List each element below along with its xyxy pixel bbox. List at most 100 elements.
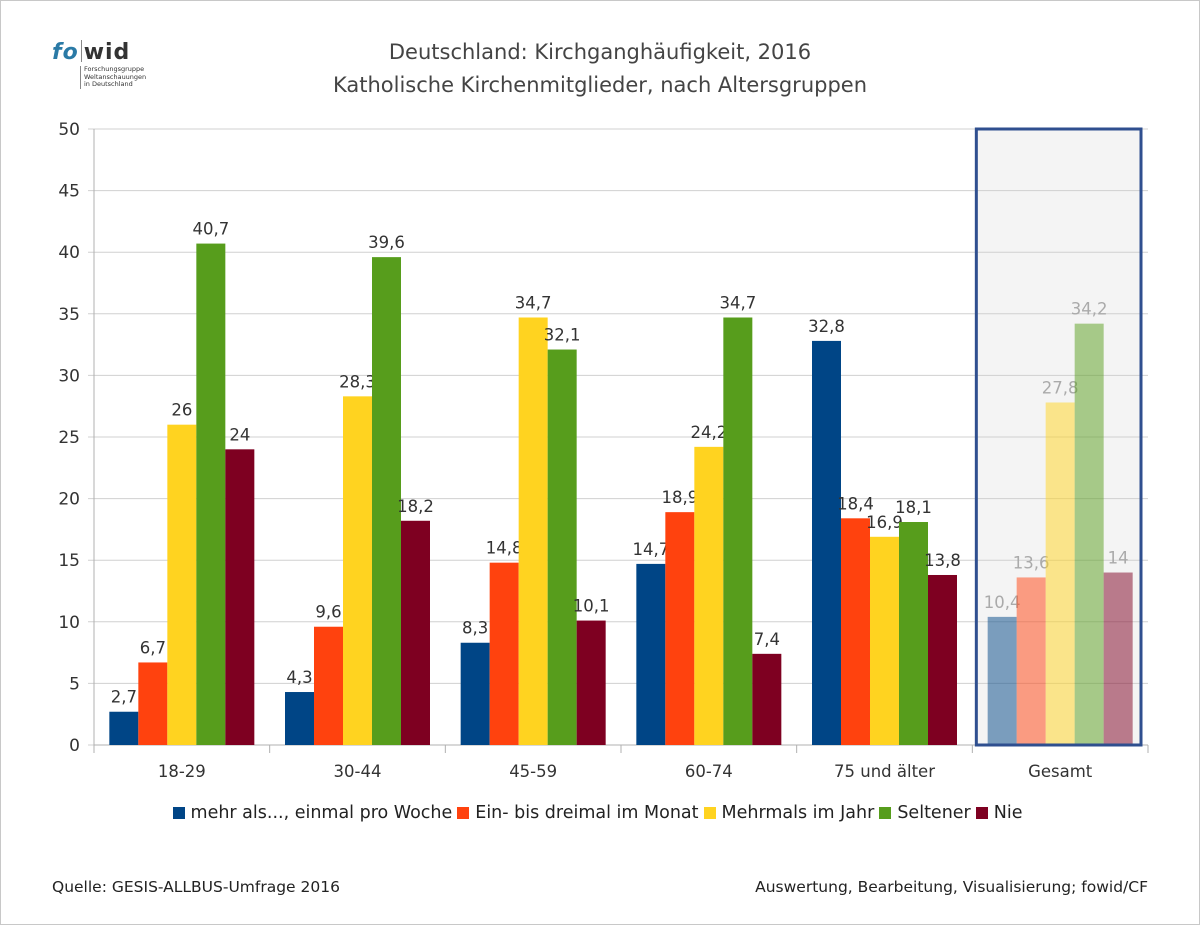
bar xyxy=(576,620,606,745)
y-tick-label: 30 xyxy=(58,366,80,386)
y-tick-label: 40 xyxy=(58,243,80,263)
bar xyxy=(1016,577,1046,745)
bar xyxy=(899,522,928,745)
highlight-border xyxy=(974,127,1143,747)
data-label: 18,9 xyxy=(661,488,698,507)
bar xyxy=(723,317,753,745)
chart-title: Deutschland: Kirchganghäufigkeit, 2016 xyxy=(388,40,812,64)
bar xyxy=(460,642,490,745)
data-label: 18,4 xyxy=(837,494,874,513)
y-tick-label: 10 xyxy=(58,613,80,633)
data-label: 28,3 xyxy=(339,372,376,391)
y-tick-label: 25 xyxy=(58,428,80,448)
legend-item: Nie xyxy=(975,803,1023,823)
data-label: 32,1 xyxy=(544,326,581,345)
data-label: 40,7 xyxy=(192,220,229,239)
bar xyxy=(285,692,314,745)
data-label: 7,4 xyxy=(754,630,780,649)
data-label: 39,6 xyxy=(368,233,405,252)
legend-swatch xyxy=(975,807,988,819)
bar xyxy=(138,662,168,745)
bar xyxy=(752,653,782,745)
legend-swatch xyxy=(457,807,470,819)
x-tick-label: Gesamt xyxy=(1028,762,1093,781)
data-label: 27,8 xyxy=(1042,379,1079,398)
data-label: 14,8 xyxy=(486,539,523,558)
bar xyxy=(401,520,430,745)
data-label: 13,6 xyxy=(1013,553,1050,572)
y-tick-label: 35 xyxy=(58,305,80,325)
legend-item: Seltener xyxy=(879,803,971,823)
bar xyxy=(870,536,899,745)
x-tick-label: 30-44 xyxy=(334,762,382,781)
bar xyxy=(1103,572,1133,745)
legend-swatch xyxy=(703,807,716,819)
y-tick-label: 15 xyxy=(58,551,80,571)
legend-item: Mehrmals im Jahr xyxy=(703,803,875,823)
data-label: 34,7 xyxy=(515,293,552,312)
x-tick-label: 18-29 xyxy=(158,762,206,781)
legend-item: mehr als..., einmal pro Woche xyxy=(172,803,453,823)
logo-wordmark: fo wid xyxy=(52,40,131,65)
data-label: 13,8 xyxy=(924,551,961,570)
y-tick-label: 45 xyxy=(58,182,80,202)
bar xyxy=(109,711,139,745)
bar xyxy=(167,424,197,745)
data-label: 6,7 xyxy=(140,638,166,657)
source-note: Quelle: GESIS-ALLBUS-Umfrage 2016 xyxy=(52,878,340,896)
bar xyxy=(987,616,1017,745)
legend-label: Mehrmals im Jahr xyxy=(721,803,875,823)
legend-label: mehr als..., einmal pro Woche xyxy=(190,803,453,823)
x-tick-label: 75 und älter xyxy=(834,762,935,781)
bar xyxy=(314,626,343,745)
y-tick-label: 50 xyxy=(58,120,80,140)
bar xyxy=(1074,323,1104,745)
bar xyxy=(547,349,577,745)
bar xyxy=(694,446,724,745)
data-label: 10,1 xyxy=(573,597,610,616)
data-label: 9,6 xyxy=(315,603,341,622)
bar xyxy=(225,449,255,745)
bar xyxy=(372,257,401,745)
y-tick-label: 5 xyxy=(69,674,80,694)
legend-label: Seltener xyxy=(897,803,971,823)
legend-label: Ein- bis dreimal im Monat xyxy=(475,803,699,823)
x-tick-label: 45-59 xyxy=(509,762,557,781)
bar xyxy=(343,396,372,745)
chart-subtitle: Katholische Kirchenmitglieder, nach Alte… xyxy=(332,73,868,97)
data-label: 24 xyxy=(229,425,250,444)
data-label: 10,4 xyxy=(984,593,1021,612)
legend-swatch xyxy=(879,807,892,819)
bar xyxy=(812,340,841,745)
logo-subtitle: Forschungsgruppe Weltanschauungen in Deu… xyxy=(80,65,174,89)
data-label: 34,7 xyxy=(719,293,756,312)
bar xyxy=(841,518,870,745)
bar xyxy=(518,317,548,745)
data-label: 14 xyxy=(1108,549,1129,568)
data-label: 16,9 xyxy=(866,513,903,532)
y-tick-label: 20 xyxy=(58,490,80,510)
bar xyxy=(928,574,957,745)
data-label: 14,7 xyxy=(632,540,669,559)
data-label: 24,2 xyxy=(690,423,727,442)
data-label: 18,1 xyxy=(895,498,932,517)
bar xyxy=(636,563,666,745)
data-label: 32,8 xyxy=(808,317,845,336)
bar xyxy=(665,512,695,745)
bar xyxy=(196,243,226,746)
legend-label: Nie xyxy=(993,803,1023,823)
x-tick-label: 60-74 xyxy=(685,762,733,781)
data-label: 26 xyxy=(171,401,192,420)
data-label: 34,2 xyxy=(1071,300,1108,319)
fowid-logo: fo wid Forschungsgruppe Weltanschauungen … xyxy=(52,40,146,89)
data-label: 2,7 xyxy=(111,688,137,707)
data-label: 18,2 xyxy=(397,497,434,516)
legend-item: Ein- bis dreimal im Monat xyxy=(457,803,699,823)
data-label: 4,3 xyxy=(286,668,312,687)
y-tick-label: 0 xyxy=(69,736,80,756)
chart-legend: mehr als..., einmal pro Woche Ein- bis dr… xyxy=(0,803,1200,823)
bar xyxy=(489,562,519,745)
bar xyxy=(1045,402,1075,745)
data-label: 8,3 xyxy=(462,619,488,638)
